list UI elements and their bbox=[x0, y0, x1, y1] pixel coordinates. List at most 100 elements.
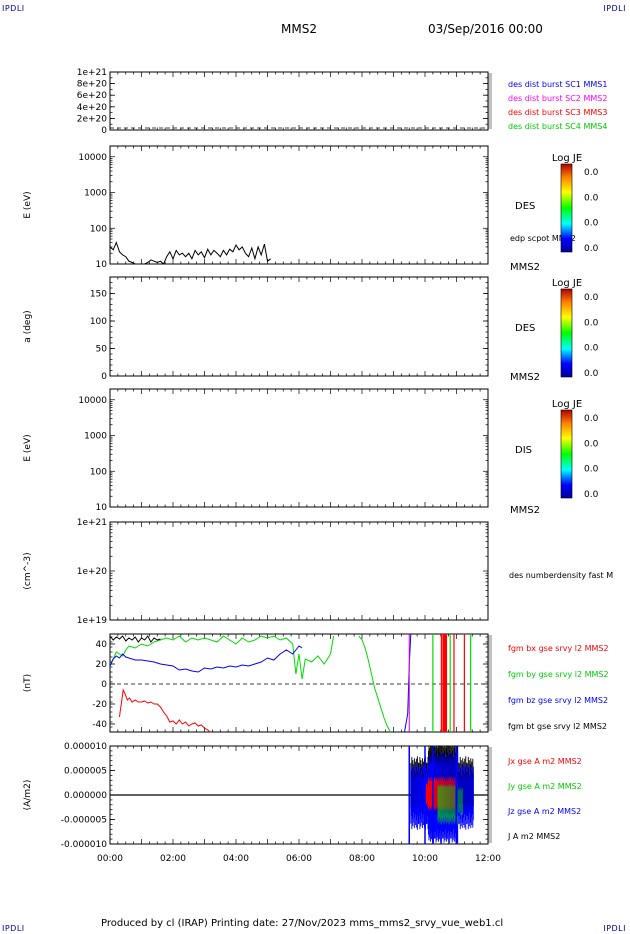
series-bx bbox=[119, 688, 211, 732]
x-tick-label: 10:00 bbox=[412, 854, 438, 864]
legend-entry: des dist burst SC3 MMS3 bbox=[508, 108, 607, 117]
y-tick-label: -40 bbox=[92, 720, 107, 730]
scpot-line bbox=[110, 241, 271, 264]
spike-band bbox=[442, 634, 447, 732]
colorbar-label: 0.0 bbox=[584, 244, 599, 254]
panel-current: 0.000010 0.000005 0.000000 -0.000005 -0.0000… bbox=[23, 742, 582, 864]
legend-entry: des dist burst SC4 MMS4 bbox=[508, 122, 607, 131]
colorbar-label: 0.0 bbox=[584, 219, 599, 229]
colorbar-label: 0.0 bbox=[584, 168, 599, 178]
colorbar-title: Log JE bbox=[552, 278, 582, 289]
legend-entry: des dist burst SC2 MMS2 bbox=[508, 94, 607, 103]
colorbar-label: 0.0 bbox=[584, 318, 599, 328]
panel-des-pitch-frame bbox=[109, 276, 489, 377]
colorbar-title: Log JE bbox=[552, 399, 582, 410]
y-tick-label: 0.000010 bbox=[64, 742, 107, 752]
series-bt bbox=[110, 635, 161, 643]
corner-label-top-left: IPDLI bbox=[2, 4, 25, 13]
y-axis-label: (cm^-3) bbox=[23, 552, 33, 589]
spacecraft-label: MMS2 bbox=[510, 505, 540, 516]
instrument-label: DES bbox=[515, 323, 535, 334]
y-tick-label: 1000 bbox=[84, 432, 107, 442]
y-tick-label: 20 bbox=[96, 660, 108, 670]
legend-entry: fgm bx gse srvy l2 MMS2 bbox=[508, 644, 609, 653]
plot-title: MMS2 bbox=[281, 22, 317, 36]
colorbar-label: 0.0 bbox=[584, 465, 599, 475]
legend-entry: des dist burst SC1 MMS1 bbox=[508, 80, 607, 89]
corner-label-top-right: IPDLI bbox=[603, 4, 626, 13]
series-by bbox=[110, 635, 335, 680]
y-tick-label: 100 bbox=[90, 224, 107, 234]
y-axis-label: a (deg) bbox=[23, 310, 33, 342]
x-tick-label: 08:00 bbox=[349, 854, 375, 864]
x-tick-label: 04:00 bbox=[223, 854, 249, 864]
y-tick-label: 2e+20 bbox=[77, 114, 108, 124]
panel-density: 1e+21 1e+20 1e+19 (cm^-3) des numberdensity … bbox=[23, 518, 613, 626]
corner-label-bottom-right: IPDLI bbox=[603, 924, 626, 933]
y-tick-label: 0 bbox=[101, 372, 107, 382]
legend-entry: fgm bz gse srvy l2 MMS2 bbox=[508, 696, 608, 705]
colorbar-label: 0.0 bbox=[584, 293, 599, 303]
y-tick-label: 100 bbox=[90, 317, 107, 327]
y-tick-label: 4e+20 bbox=[77, 103, 108, 113]
y-axis-label: E (eV) bbox=[23, 191, 33, 218]
colorbar-label: 0.0 bbox=[584, 490, 599, 500]
y-tick-label: 0.000000 bbox=[64, 791, 107, 801]
series-by-drift bbox=[358, 635, 391, 732]
panel-fgm-frame bbox=[109, 633, 489, 733]
y-tick-label: 10 bbox=[96, 503, 108, 513]
footer-credits: Produced by cl (IRAP) Printing date: 27/… bbox=[101, 918, 504, 929]
legend-entry: J A m2 MMS2 bbox=[507, 832, 560, 841]
spacecraft-label: MMS2 bbox=[510, 262, 540, 273]
y-tick-label: -20 bbox=[92, 700, 107, 710]
y-tick-label: 0 bbox=[101, 680, 107, 690]
colorbar bbox=[560, 409, 573, 499]
y-axis-label: E (eV) bbox=[23, 434, 33, 461]
legend-entry: des numberdensity fast M bbox=[509, 571, 613, 580]
y-tick-label: 10000 bbox=[78, 396, 107, 406]
instrument-label: DES bbox=[515, 201, 535, 212]
y-axis-label: (A/m2) bbox=[23, 780, 33, 811]
y-tick-label: 1e+21 bbox=[77, 68, 107, 78]
corner-label-bottom-left: IPDLI bbox=[2, 924, 25, 933]
y-tick-label: 150 bbox=[90, 290, 107, 300]
y-tick-label: 1e+19 bbox=[77, 616, 108, 626]
colorbar-label: 0.0 bbox=[584, 344, 599, 354]
panel-dis-energy-frame bbox=[109, 388, 489, 508]
y-tick-label: 1e+20 bbox=[77, 567, 108, 577]
y-tick-label: 100 bbox=[90, 467, 107, 477]
y-tick-label: 50 bbox=[96, 345, 108, 355]
y-tick-label: 1e+21 bbox=[77, 518, 107, 528]
y-tick-label: 0.000005 bbox=[64, 767, 107, 777]
y-tick-label: 6e+20 bbox=[77, 91, 108, 101]
panel-des-energy-frame bbox=[109, 145, 489, 265]
colorbar-label: 0.0 bbox=[584, 369, 599, 379]
panel-fgm: 40 20 0 -20 -40 (nT) fgm bx gse srvy l2 MMS2 fg… bbox=[23, 633, 609, 733]
y-tick-label: -0.000010 bbox=[61, 840, 107, 850]
x-tick-label: 12:00 bbox=[475, 854, 501, 864]
y-tick-label: 10000 bbox=[78, 153, 107, 163]
x-tick-label: 06:00 bbox=[286, 854, 312, 864]
panel-des-energy: 10000 1000 100 10 E (eV) DES edp scpot MMS2 MMS… bbox=[23, 145, 599, 273]
y-tick-label: 10 bbox=[96, 260, 108, 270]
plot-datetime: 03/Sep/2016 00:00 bbox=[428, 22, 543, 36]
x-tick-label: 00:00 bbox=[97, 854, 123, 864]
instrument-label: DIS bbox=[515, 445, 532, 456]
legend-entry: Jy gse A m2 MMS2 bbox=[507, 782, 582, 791]
colorbar-label: 0.0 bbox=[584, 414, 599, 424]
colorbar-title: Log JE bbox=[552, 153, 582, 164]
series-bz bbox=[110, 645, 303, 673]
spacecraft-label: MMS2 bbox=[510, 372, 540, 383]
legend-entry: Jz gse A m2 MMS2 bbox=[507, 807, 581, 816]
y-tick-label: -0.000005 bbox=[61, 816, 107, 826]
y-tick-label: 1000 bbox=[84, 189, 107, 199]
y-tick-label: 40 bbox=[96, 640, 108, 650]
x-tick-label: 02:00 bbox=[160, 854, 186, 864]
colorbar-label: 0.0 bbox=[584, 193, 599, 203]
y-tick-label: 8e+20 bbox=[77, 80, 108, 90]
series-bz-rise bbox=[404, 634, 412, 732]
